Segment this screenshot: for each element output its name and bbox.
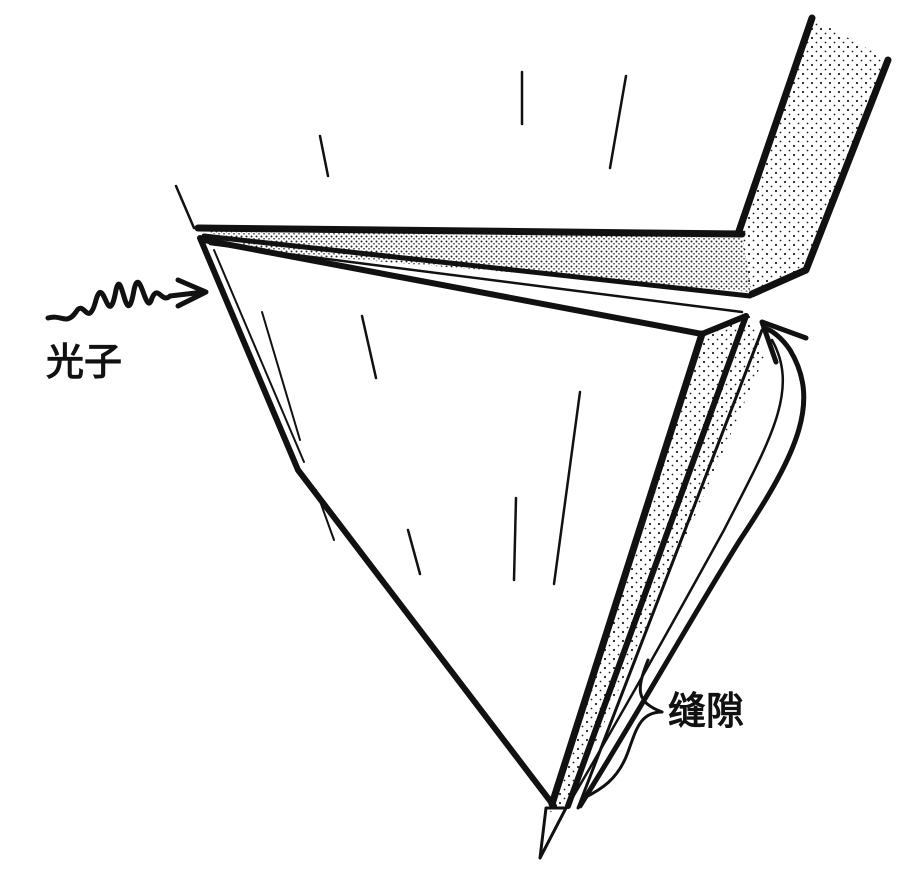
streak-7 <box>406 528 422 576</box>
streak-4 <box>360 314 378 380</box>
photon-wave <box>45 279 207 322</box>
streak-5 <box>552 390 582 586</box>
right-slab-left-edge <box>734 14 816 238</box>
prism-left-hatch-b <box>261 311 301 441</box>
gap-leader-bracket <box>638 658 664 714</box>
right-slab-upper-fill <box>742 18 888 294</box>
streak-8 <box>315 489 335 541</box>
right-slab-right-edge <box>748 56 892 298</box>
prism-left-face-inner <box>213 249 305 463</box>
streak-6 <box>512 496 518 582</box>
streak-3 <box>608 74 628 170</box>
streak-1 <box>318 134 330 178</box>
prism-left-face <box>197 235 557 809</box>
prism-right-face-outer <box>548 330 706 808</box>
return-arrowhead <box>759 319 809 365</box>
prism-right-face-inner <box>565 313 749 809</box>
outline-group <box>45 14 892 860</box>
gap-leader <box>582 710 664 800</box>
photon-arrowhead <box>175 277 209 309</box>
gap-label: 缝隙 <box>668 689 745 733</box>
top-plate-fill <box>198 228 752 292</box>
top-plate-edge <box>194 224 746 238</box>
prism-left-hatch-a <box>174 184 196 230</box>
prism-tip <box>538 806 568 860</box>
photon-label: 光子 <box>46 340 123 384</box>
top-plate-lower-edge <box>201 233 753 299</box>
return-path-inner <box>568 338 785 804</box>
gap-strip-edge <box>576 328 764 810</box>
